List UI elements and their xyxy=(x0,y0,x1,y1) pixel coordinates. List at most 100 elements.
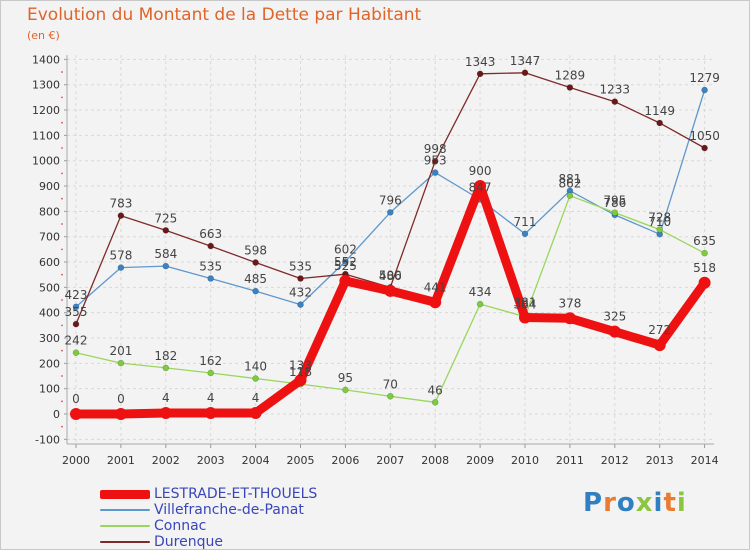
data-point-durenque xyxy=(431,157,439,165)
data-point-connac xyxy=(656,226,664,233)
data-label-connac: 95 xyxy=(338,371,353,385)
data-point-connac xyxy=(476,300,484,308)
data-point-lestrade xyxy=(204,406,217,419)
data-label-durenque: 535 xyxy=(289,259,312,273)
y-minor-tick xyxy=(61,324,63,327)
data-label-connac: 862 xyxy=(558,177,581,191)
logo-letter: t xyxy=(663,488,677,518)
data-label-lestrade: 4 xyxy=(207,391,215,405)
data-point-lestrade xyxy=(608,325,621,338)
x-tick-label: 2006 xyxy=(331,454,359,467)
x-tick-label: 2010 xyxy=(511,454,539,467)
data-label-villefranche: 881 xyxy=(558,172,581,186)
x-tick-label: 2001 xyxy=(107,454,135,467)
x-tick-label: 2014 xyxy=(691,454,719,467)
data-label-connac: 201 xyxy=(109,344,132,358)
data-label-villefranche: 786 xyxy=(603,196,626,210)
data-point-durenque xyxy=(162,227,170,234)
data-label-lestrade: 4 xyxy=(252,391,260,405)
data-point-lestrade xyxy=(698,276,711,289)
y-minor-tick xyxy=(61,375,63,377)
data-label-connac: 70 xyxy=(383,377,398,391)
data-point-villefranche xyxy=(297,301,304,308)
y-tick-label: 200 xyxy=(39,357,60,370)
y-minor-tick xyxy=(61,349,63,352)
proxiti-logo: Proxiti xyxy=(583,488,687,518)
data-label-durenque: 500 xyxy=(379,268,402,282)
data-point-lestrade xyxy=(384,284,397,297)
data-label-connac: 140 xyxy=(244,360,267,374)
data-label-lestrade: 0 xyxy=(72,392,80,406)
grid xyxy=(67,55,714,444)
y-tick-label: 1000 xyxy=(32,155,60,168)
data-point-connac xyxy=(342,386,349,394)
data-point-durenque xyxy=(207,242,214,250)
data-point-durenque xyxy=(297,275,304,282)
y-tick-label: 1400 xyxy=(32,53,60,66)
data-label-durenque: 1289 xyxy=(555,68,586,82)
data-label-connac: 434 xyxy=(469,285,492,299)
logo-letter: x xyxy=(635,488,654,518)
data-label-villefranche: 602 xyxy=(334,243,357,257)
data-label-durenque: 725 xyxy=(154,211,177,225)
data-label-villefranche: 847 xyxy=(469,180,492,194)
y-tick-label: 900 xyxy=(39,180,60,193)
data-label-connac: 728 xyxy=(648,211,671,225)
y-tick-label: 300 xyxy=(39,332,60,345)
data-point-connac xyxy=(207,369,214,377)
data-label-villefranche: 710 xyxy=(648,215,671,229)
data-label-villefranche: 953 xyxy=(424,154,447,168)
y-minor-tick xyxy=(61,400,63,403)
legend-item-lestrade: LESTRADE-ET-THOUELS xyxy=(100,486,317,502)
data-point-villefranche xyxy=(521,230,529,238)
data-point-connac xyxy=(566,192,574,199)
axes: -100010020030040050060070080090010001100… xyxy=(32,53,719,467)
legend-swatch-durenque xyxy=(100,541,150,543)
data-label-villefranche: 432 xyxy=(289,286,312,300)
x-tick-label: 2011 xyxy=(556,454,584,467)
data-point-lestrade xyxy=(429,296,442,309)
data-label-villefranche: 796 xyxy=(379,193,402,207)
data-point-lestrade xyxy=(563,312,576,325)
data-label-connac: 635 xyxy=(693,234,716,248)
y-tick-label: 100 xyxy=(39,383,60,396)
data-label-durenque: 355 xyxy=(65,305,88,319)
data-label-connac: 118 xyxy=(289,365,312,379)
x-tick-label: 2000 xyxy=(62,454,90,467)
y-tick-label: 0 xyxy=(53,408,60,421)
data-label-durenque: 1347 xyxy=(510,54,541,68)
legend-swatch-lestrade xyxy=(100,489,150,499)
data-label-villefranche: 485 xyxy=(244,272,267,286)
data-label-connac: 182 xyxy=(154,349,177,363)
x-tick-label: 2008 xyxy=(421,454,449,467)
data-point-villefranche xyxy=(117,264,125,271)
y-tick-label: 800 xyxy=(39,205,60,218)
x-tick-label: 2012 xyxy=(601,454,629,467)
data-label-lestrade: 900 xyxy=(469,164,492,178)
data-point-lestrade xyxy=(294,374,307,387)
data-label-lestrade: 272 xyxy=(648,323,671,337)
logo-letter: P xyxy=(583,488,604,518)
data-label-lestrade: 4 xyxy=(162,391,170,405)
unit-label: (en €) xyxy=(27,29,60,42)
chart-title: Evolution du Montant de la Dette par Hab… xyxy=(27,5,422,25)
data-label-connac: 242 xyxy=(65,334,88,348)
y-minor-tick xyxy=(61,299,63,301)
y-minor-tick xyxy=(61,147,63,149)
y-minor-tick xyxy=(61,273,63,276)
data-point-connac xyxy=(611,209,619,216)
legend-label-connac: Connac xyxy=(154,518,207,534)
data-label-villefranche: 578 xyxy=(109,249,132,263)
data-point-durenque xyxy=(656,119,664,127)
x-tick-label: 2007 xyxy=(376,454,404,467)
data-point-villefranche xyxy=(431,169,439,176)
data-label-durenque: 783 xyxy=(109,197,132,211)
data-point-durenque xyxy=(476,70,484,78)
legend-swatch-connac xyxy=(100,525,150,527)
data-label-villefranche: 423 xyxy=(65,288,88,302)
data-label-lestrade: 0 xyxy=(117,392,125,406)
data-label-durenque: 1149 xyxy=(644,104,675,118)
data-labels: 0 0 4 4 4 133 525 486 441 900 381 378 325 272 518 423 57… xyxy=(65,54,720,406)
data-label-lestrade: 518 xyxy=(693,261,716,275)
